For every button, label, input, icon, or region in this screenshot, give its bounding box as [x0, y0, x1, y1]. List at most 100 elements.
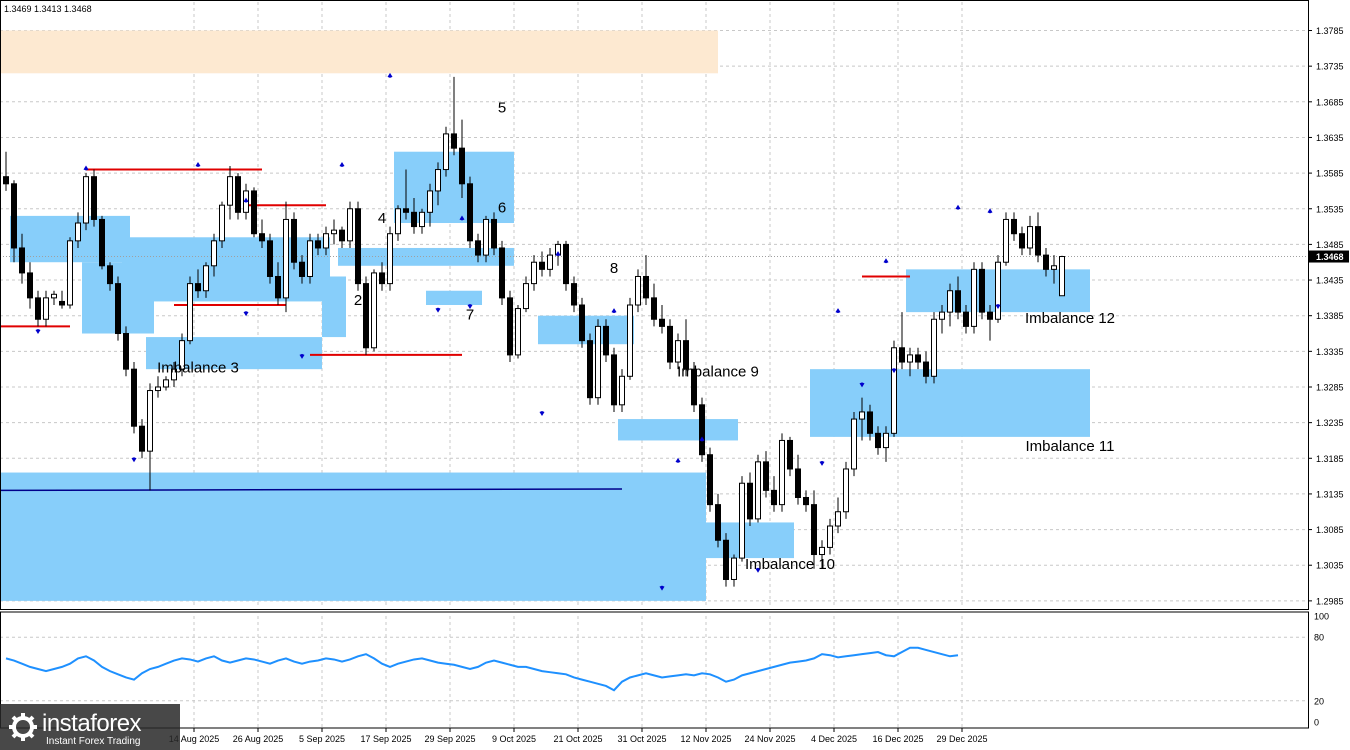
time-tick-label: 12 Nov 2025	[680, 734, 731, 744]
zone-annotations: Imbalance 3 2 4 5 6 7 8 Imbalance 9 Imbalance 10…	[157, 100, 1115, 573]
candle-bull	[739, 482, 745, 559]
main-frame	[0, 0, 1309, 610]
fractal-marker	[35, 328, 41, 334]
candle-bull	[731, 557, 737, 580]
candle-bear	[3, 176, 9, 185]
chart-frame	[0, 0, 1309, 729]
candle-bull	[219, 204, 225, 242]
candle-bull	[51, 293, 57, 299]
candle-bear	[99, 218, 105, 267]
candle-bear	[195, 283, 201, 292]
candle-bear	[251, 190, 257, 235]
candle-bear	[499, 247, 505, 299]
candle-bull	[395, 208, 401, 235]
candle-bull	[675, 340, 681, 363]
candle-bear	[379, 272, 385, 285]
candle-bull	[995, 261, 1001, 320]
fractal-marker	[131, 457, 137, 463]
candle-bear	[35, 297, 41, 320]
candle-bear	[123, 333, 129, 370]
candle-bull	[859, 411, 865, 420]
price-tick-label: 1.3235	[1316, 418, 1344, 428]
fractal-markers	[35, 72, 1001, 591]
candle-bear	[139, 425, 145, 452]
candle-bull	[971, 268, 977, 327]
candle-bull	[211, 240, 217, 267]
imbalance-zone	[698, 522, 794, 559]
candle-bull	[283, 218, 289, 299]
fractal-marker	[819, 460, 825, 466]
annotation-label: 5	[498, 100, 506, 117]
candle-bear	[723, 539, 729, 580]
candle-bear	[955, 290, 961, 313]
candle-bull	[187, 283, 193, 342]
candle-bear	[987, 311, 993, 320]
candle-bear	[579, 304, 585, 342]
annotation-label: Imbalance 10	[745, 556, 835, 573]
candle-bull	[75, 222, 81, 242]
time-tick-label: 31 Oct 2025	[617, 734, 666, 744]
imbalance-zone	[146, 337, 322, 370]
price-tick-label: 1.3135	[1316, 489, 1344, 499]
imbalance-zone	[426, 290, 482, 305]
candle-bear	[291, 218, 297, 263]
price-tick-label: 1.3735	[1316, 62, 1344, 72]
price-tick-label: 1.2985	[1316, 596, 1344, 606]
imbalance-zone	[538, 315, 634, 345]
candle-bull	[323, 233, 329, 249]
candle-bear	[915, 354, 921, 363]
fractal-marker	[243, 197, 249, 203]
fractal-marker	[195, 161, 201, 167]
annotation-label: Imbalance 3	[157, 360, 239, 377]
time-tick-label: 21 Oct 2025	[553, 734, 602, 744]
candle-bull	[515, 308, 521, 356]
price-tick-label: 1.3085	[1316, 525, 1344, 535]
imbalance-zone	[122, 237, 330, 302]
brand-name: instaforex	[42, 710, 142, 737]
candle-bull	[531, 261, 537, 285]
candle-bull	[1027, 226, 1033, 249]
candle-bear	[1011, 218, 1017, 235]
candle-bull	[627, 304, 633, 377]
price-tick-label: 1.3335	[1316, 347, 1344, 357]
candle-bear	[267, 240, 273, 277]
annotation-label: Imbalance 11	[1026, 438, 1115, 455]
price-tick-label: 1.3185	[1316, 454, 1344, 464]
gear-icon	[9, 713, 37, 741]
candle-bear	[91, 176, 97, 220]
fractal-marker	[555, 251, 561, 257]
fractal-marker	[539, 410, 545, 416]
candle-bull	[819, 546, 825, 556]
fractal-marker	[859, 382, 865, 388]
candle-bear	[899, 347, 905, 363]
rsi-tick-label: 80	[1314, 633, 1324, 643]
candle-bear	[11, 183, 17, 249]
candle-bear	[259, 233, 265, 242]
candle-bear	[923, 361, 929, 377]
candle-bear	[491, 218, 497, 249]
candle-bear	[811, 504, 817, 556]
candle-bull	[595, 325, 601, 399]
candle-bear	[315, 240, 321, 249]
annotation-label: 7	[466, 306, 474, 323]
candle-bull	[1051, 265, 1057, 270]
candle-bear	[507, 297, 513, 356]
candle-bear	[787, 439, 793, 470]
candle-bear	[803, 496, 809, 506]
fractal-marker	[435, 307, 441, 313]
candle-bear	[571, 283, 577, 306]
candle-bear	[131, 368, 137, 427]
candle-bear	[1043, 254, 1049, 270]
price-tick-label: 1.3285	[1316, 382, 1344, 392]
fractal-marker	[299, 353, 305, 359]
ohlc-readout: 1.3469 1.3413 1.3468	[4, 4, 92, 14]
price-tick-label: 1.3035	[1316, 561, 1344, 571]
candle-bear	[707, 454, 713, 506]
price-tick-label: 1.3535	[1316, 204, 1344, 214]
time-tick-label: 9 Oct 2025	[492, 734, 536, 744]
candle-bull	[619, 375, 625, 406]
candle-bear	[363, 283, 369, 349]
rsi-line	[5, 646, 959, 692]
candle-bull	[547, 254, 553, 270]
